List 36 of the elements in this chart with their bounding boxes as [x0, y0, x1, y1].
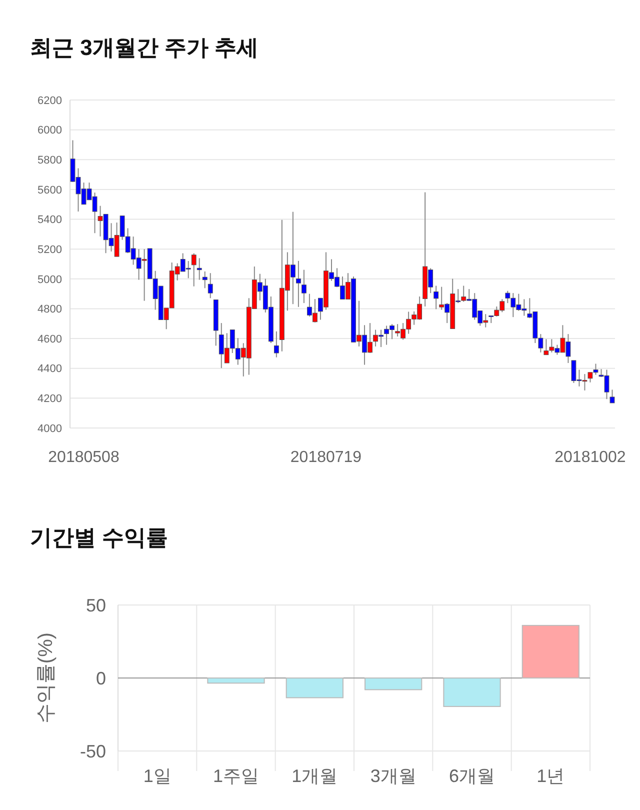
- x-tick-label: 1개월: [292, 766, 338, 786]
- candlestick: [302, 269, 306, 304]
- y-tick-label: 5000: [38, 274, 62, 286]
- y-tick-label: 4400: [38, 363, 62, 376]
- y-tick-label: 5800: [38, 154, 62, 166]
- y-tick-label: 5200: [38, 244, 62, 256]
- y-tick-label: 5400: [38, 214, 62, 226]
- candlestick: [191, 252, 196, 287]
- y-tick-label: 50: [86, 595, 106, 616]
- y-tick-label: 0: [96, 668, 106, 688]
- chart-title: 기간별 수익률: [30, 525, 168, 550]
- x-tick-label: 1일: [143, 766, 172, 786]
- x-tick-label: 20180719: [290, 449, 362, 466]
- candlestick: [274, 330, 279, 358]
- candlestick: [208, 272, 213, 299]
- y-tick-label: -50: [80, 741, 106, 762]
- x-tick-label: 6개월: [448, 766, 496, 786]
- y-tick-label: 4000: [38, 422, 62, 435]
- candlestick: [196, 258, 202, 280]
- y-axis-title: 수익률(%): [35, 632, 57, 724]
- chart-title: 최근 3개월간 주가 추세: [30, 35, 259, 60]
- candlestick: [296, 260, 301, 308]
- candlestick: [202, 270, 208, 289]
- candlestick: [434, 285, 439, 310]
- x-tick-label: 1주일: [212, 766, 260, 786]
- x-tick-label: 20180508: [48, 449, 120, 466]
- x-tick-label: 3개월: [370, 766, 416, 786]
- y-tick-label: 5600: [38, 184, 62, 196]
- x-tick-label: 1년: [536, 766, 565, 786]
- y-tick-label: 6000: [38, 124, 62, 137]
- candlestick: [610, 389, 615, 404]
- y-tick-label: 4800: [38, 304, 62, 316]
- y-tick-label: 6200: [38, 94, 62, 107]
- x-tick-label: 20181002: [554, 449, 626, 466]
- y-tick-label: 4200: [38, 393, 62, 406]
- y-tick-label: 4600: [38, 333, 62, 346]
